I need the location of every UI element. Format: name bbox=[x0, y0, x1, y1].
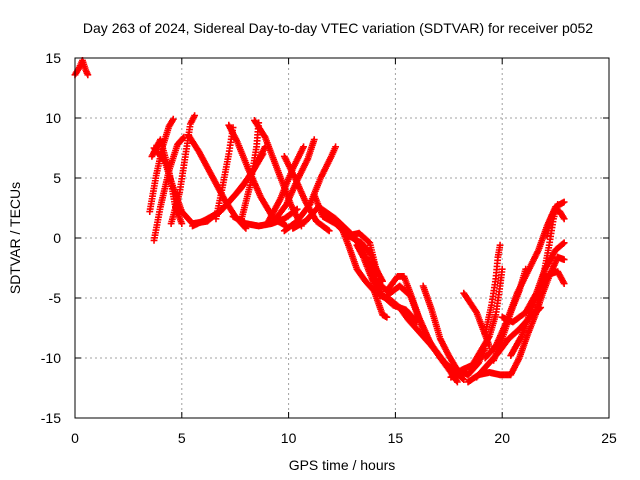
data-point bbox=[259, 150, 267, 158]
data-point bbox=[522, 265, 530, 273]
data-point bbox=[300, 143, 307, 151]
data-point bbox=[84, 71, 92, 79]
series-trace bbox=[419, 282, 489, 379]
y-axis-label: SDTVAR / TECUs bbox=[7, 182, 23, 294]
y-tick-label: 0 bbox=[53, 230, 61, 246]
x-tick-label: 5 bbox=[178, 430, 186, 446]
data-point bbox=[559, 213, 567, 221]
data-point bbox=[496, 241, 504, 249]
data-point bbox=[554, 201, 562, 208]
series-trace bbox=[345, 229, 386, 285]
series-trace bbox=[280, 153, 333, 235]
data-marks bbox=[71, 57, 568, 386]
x-tick-label: 20 bbox=[494, 430, 510, 446]
axis-ticks bbox=[74, 57, 610, 419]
data-point bbox=[169, 115, 177, 123]
y-tick-label: -10 bbox=[41, 350, 61, 366]
y-tick-label: -15 bbox=[41, 410, 61, 426]
data-point bbox=[325, 227, 333, 235]
data-point bbox=[169, 117, 176, 125]
data-point bbox=[485, 342, 493, 350]
series-trace bbox=[238, 119, 263, 223]
series-trace bbox=[336, 220, 391, 321]
data-point bbox=[383, 313, 391, 321]
data-point bbox=[310, 136, 318, 143]
series-trace bbox=[490, 265, 530, 364]
data-point bbox=[560, 215, 568, 223]
series-trace bbox=[481, 241, 504, 338]
data-point bbox=[332, 143, 339, 151]
y-tick-label: 10 bbox=[45, 110, 61, 126]
series-trace bbox=[543, 205, 568, 239]
y-tick-label: -5 bbox=[49, 290, 62, 306]
tick-labels: 0 5 10 15 20 25 -15 -10 -5 0 5 10 15 bbox=[41, 50, 617, 446]
data-point bbox=[453, 378, 461, 386]
x-tick-label: 0 bbox=[71, 430, 79, 446]
data-point bbox=[460, 376, 468, 383]
data-point bbox=[560, 239, 568, 247]
y-tick-label: 5 bbox=[53, 170, 61, 186]
chart-title: Day 263 of 2024, Sidereal Day-to-day VTE… bbox=[83, 20, 593, 36]
data-point bbox=[560, 256, 568, 263]
data-point bbox=[560, 198, 568, 206]
data-point bbox=[258, 152, 266, 159]
data-point bbox=[453, 377, 460, 385]
x-tick-label: 15 bbox=[388, 430, 404, 446]
x-tick-label: 25 bbox=[601, 430, 617, 446]
series-trace bbox=[167, 112, 199, 227]
series-trace bbox=[272, 136, 318, 223]
data-point bbox=[191, 112, 199, 119]
x-axis-label: GPS time / hours bbox=[289, 457, 396, 473]
data-point bbox=[560, 280, 568, 287]
data-point bbox=[459, 375, 467, 383]
series-trace bbox=[212, 124, 237, 223]
x-tick-label: 10 bbox=[281, 430, 297, 446]
y-tick-label: 15 bbox=[45, 50, 61, 66]
data-point bbox=[178, 220, 186, 227]
